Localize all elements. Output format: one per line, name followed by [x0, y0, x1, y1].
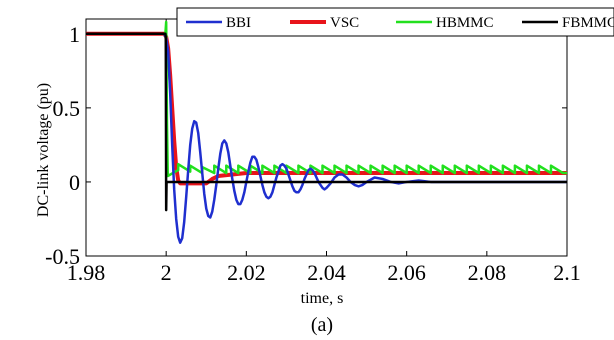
- legend: BBI VSC HBMMC FBMMC: [176, 7, 614, 37]
- legend-label-fbmmc: FBMMC: [562, 15, 614, 31]
- legend-label-hbmmc: HBMMC: [436, 15, 494, 31]
- x-tick-label: 2.08: [468, 260, 507, 285]
- legend-label-vsc: VSC: [330, 15, 359, 31]
- x-tick-label: 2.1: [553, 260, 581, 285]
- figure-caption: (a): [311, 314, 333, 336]
- y-axis-label: DC-link voltage (pu): [35, 83, 52, 217]
- y-tick-label: -0.5: [45, 244, 80, 269]
- legend-label-bbi: BBI: [226, 15, 251, 31]
- axes: [85, 18, 568, 257]
- x-axis-label: time, s: [301, 290, 344, 307]
- series-line-hbmmc: [86, 20, 567, 178]
- y-tick-label: 1: [69, 22, 80, 47]
- x-tick-label: 2.02: [227, 260, 266, 285]
- series-line-fbmmc: [86, 32, 567, 212]
- x-tick-label: 2.06: [387, 260, 426, 285]
- series-lines: [86, 20, 567, 244]
- series-line-bbi: [86, 32, 567, 244]
- ticks: 1.98 2 2.02 2.04 2.06 2.08 2.1 -0.5 0 0.5 1: [45, 19, 581, 285]
- plot-frame: [85, 18, 568, 257]
- x-tick-label: 1.98: [67, 260, 106, 285]
- series-line-vsc: [86, 31, 567, 186]
- x-tick-label: 2: [161, 260, 172, 285]
- y-tick-label: 0.5: [53, 96, 81, 121]
- y-tick-label: 0: [69, 170, 80, 195]
- x-tick-label: 2.04: [307, 260, 346, 285]
